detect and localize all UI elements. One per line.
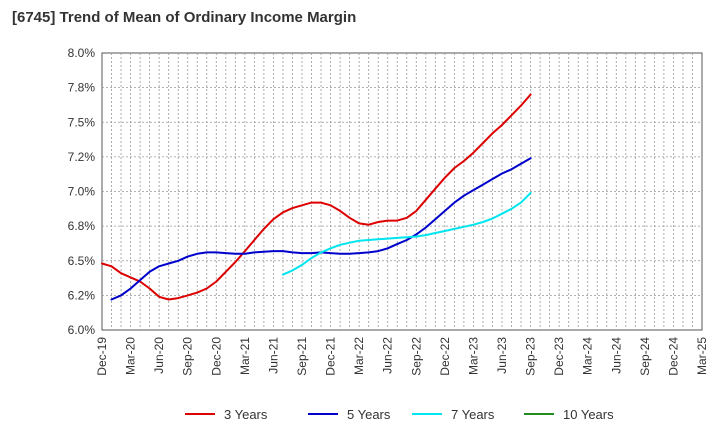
x-axis-ticks: Dec-19 Mar-20 Jun-20 Sep-20 Dec-20 Mar-21 Jun-… bbox=[95, 337, 709, 376]
y-tick-label: 6.2% bbox=[68, 288, 96, 302]
x-tick-label: Jun-20 bbox=[152, 337, 166, 374]
y-tick-label: 7.0% bbox=[68, 185, 96, 199]
legend-label: 3 Years bbox=[224, 407, 268, 422]
x-tick-label: Jun-23 bbox=[495, 337, 509, 374]
x-tick-label: Sep-24 bbox=[638, 337, 652, 376]
x-tick-label: Mar-20 bbox=[124, 337, 138, 375]
series-layer bbox=[101, 93, 532, 301]
x-tick-label: Sep-20 bbox=[181, 337, 195, 376]
y-tick-label: 7.2% bbox=[68, 150, 96, 164]
legend: 3 Years 5 Years 7 Years 10 Years bbox=[185, 407, 614, 422]
x-tick-label: Sep-22 bbox=[409, 337, 423, 376]
x-tick-label: Jun-24 bbox=[609, 337, 623, 374]
y-tick-label: 7.8% bbox=[68, 81, 96, 95]
x-tick-label: Jun-21 bbox=[266, 337, 280, 374]
x-tick-label: Dec-24 bbox=[666, 337, 680, 376]
x-tick-label: Mar-22 bbox=[352, 337, 366, 375]
y-tick-label: 6.8% bbox=[68, 219, 96, 233]
x-tick-label: Mar-24 bbox=[581, 337, 595, 375]
x-tick-label: Jun-22 bbox=[381, 337, 395, 374]
x-tick-label: Sep-23 bbox=[524, 337, 538, 376]
y-tick-label: 8.0% bbox=[68, 46, 96, 60]
series-line-7-years bbox=[282, 191, 532, 276]
x-tick-label: Dec-21 bbox=[324, 337, 338, 376]
legend-label: 7 Years bbox=[451, 407, 495, 422]
y-tick-label: 6.0% bbox=[68, 323, 96, 337]
x-tick-label: Sep-21 bbox=[295, 337, 309, 376]
x-tick-label: Dec-19 bbox=[95, 337, 109, 376]
series-line-3-years bbox=[101, 93, 532, 301]
y-axis-ticks: 6.0% 6.2% 6.5% 6.8% 7.0% 7.2% 7.5% 7.8% 8.0% bbox=[68, 46, 96, 337]
grid-layer bbox=[102, 53, 702, 330]
x-tick-label: Mar-21 bbox=[238, 337, 252, 375]
x-tick-label: Dec-22 bbox=[438, 337, 452, 376]
chart-title: [6745] Trend of Mean of Ordinary Income … bbox=[12, 9, 357, 26]
x-tick-label: Mar-23 bbox=[466, 337, 480, 375]
legend-label: 5 Years bbox=[347, 407, 391, 422]
y-tick-label: 6.5% bbox=[68, 254, 96, 268]
x-tick-label: Mar-25 bbox=[695, 337, 709, 375]
legend-label: 10 Years bbox=[563, 407, 614, 422]
x-tick-label: Dec-23 bbox=[552, 337, 566, 376]
x-tick-label: Dec-20 bbox=[209, 337, 223, 376]
y-tick-label: 7.5% bbox=[68, 115, 96, 129]
